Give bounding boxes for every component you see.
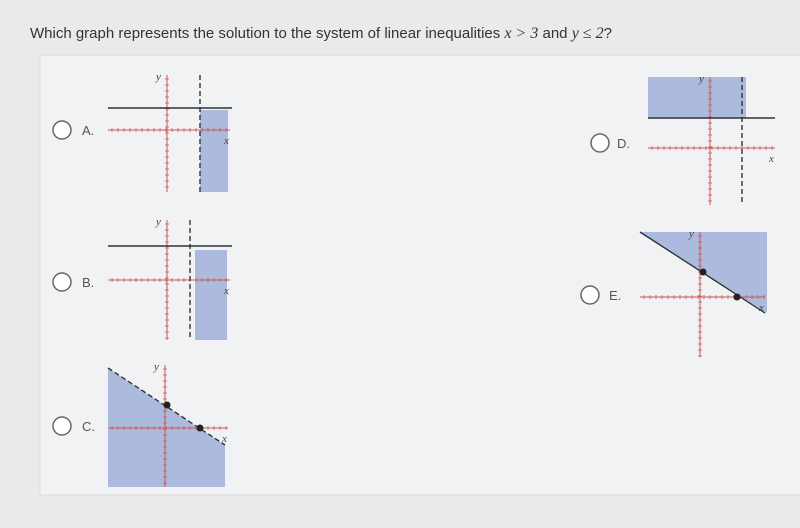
point — [733, 293, 741, 301]
axis-label: x — [768, 153, 774, 165]
point — [196, 424, 204, 432]
axis-label: y — [688, 228, 694, 240]
option-label[interactable]: A. — [82, 123, 94, 138]
radio-button[interactable] — [52, 416, 72, 436]
axis-label: y — [155, 71, 161, 83]
radio-button[interactable] — [52, 120, 72, 140]
axis-label: y — [153, 361, 159, 373]
option-label[interactable]: E. — [609, 288, 621, 303]
axis-label: x — [758, 302, 764, 314]
math: y ≤ 2 — [570, 25, 604, 42]
boundary-line — [107, 367, 226, 446]
axis-label: x — [223, 285, 229, 297]
solution-region — [648, 77, 746, 118]
axis-label: y — [698, 73, 704, 85]
question: Which graph represents the solution to t… — [30, 25, 612, 42]
question-text: ? — [604, 25, 612, 42]
radio-button[interactable] — [580, 285, 600, 305]
radio-button[interactable] — [590, 133, 610, 153]
solution-region — [195, 250, 227, 340]
point — [699, 268, 707, 276]
option-label[interactable]: D. — [617, 136, 630, 151]
solution-region — [200, 110, 228, 192]
question-text: Which graph represents the solution to t… — [30, 25, 504, 42]
math: x > 3 — [503, 25, 538, 42]
radio-button[interactable] — [52, 272, 72, 292]
axis-label: y — [155, 216, 161, 228]
axis-label: x — [223, 135, 229, 147]
option-label[interactable]: B. — [82, 275, 94, 290]
option-label[interactable]: C. — [82, 419, 95, 434]
point — [163, 401, 171, 409]
axis-label: x — [221, 433, 227, 445]
question-text: and — [538, 25, 571, 42]
